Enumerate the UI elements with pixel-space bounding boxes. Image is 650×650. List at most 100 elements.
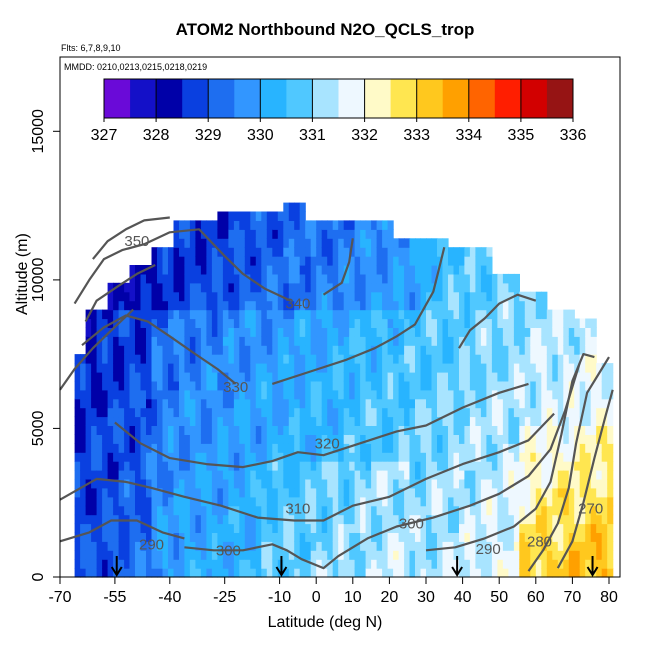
heatmap-cell [371, 291, 378, 302]
heatmap-cell [124, 443, 131, 453]
heatmap-cell [535, 318, 542, 328]
heatmap-cell [327, 354, 334, 364]
heatmap-cell [475, 478, 482, 489]
heatmap-cell [168, 273, 175, 284]
heatmap-cell [316, 416, 323, 426]
heatmap-cell [261, 211, 268, 221]
heatmap-cell [497, 496, 504, 507]
heatmap-cell [228, 380, 235, 391]
heatmap-cell [601, 496, 608, 507]
heatmap-cell [382, 229, 389, 239]
heatmap-cell [305, 238, 312, 248]
heatmap-cell [442, 354, 449, 364]
heatmap-cell [557, 380, 564, 391]
heatmap-cell [228, 363, 235, 373]
heatmap-cell [376, 238, 383, 248]
heatmap-cell [387, 336, 394, 346]
heatmap-cell [343, 505, 350, 516]
heatmap-cell [261, 550, 268, 560]
heatmap-cell [502, 416, 509, 426]
heatmap-cell [102, 336, 109, 346]
heatmap-cell [102, 363, 109, 373]
heatmap-cell [179, 380, 186, 391]
heatmap-cell [211, 523, 218, 533]
heatmap-cell [431, 238, 438, 248]
heatmap-cell [469, 273, 476, 284]
heatmap-cell [508, 273, 515, 284]
heatmap-cell [409, 398, 416, 409]
heatmap-cell [404, 300, 411, 311]
heatmap-cell [332, 425, 339, 435]
heatmap-cell [486, 363, 493, 373]
heatmap-cell [404, 496, 411, 507]
heatmap-cell [327, 380, 334, 391]
heatmap-cell [426, 434, 433, 444]
heatmap-cell [200, 389, 207, 400]
heatmap-cell [200, 265, 207, 275]
heatmap-cell [222, 541, 229, 551]
heatmap-cell [480, 256, 487, 266]
heatmap-cell [453, 372, 460, 382]
heatmap-cell [266, 550, 273, 560]
heatmap-cell [228, 425, 235, 435]
heatmap-cell [157, 496, 164, 507]
heatmap-cell [431, 523, 438, 533]
heatmap-cell [464, 452, 471, 462]
heatmap-cell [179, 282, 186, 293]
heatmap-cell [448, 487, 455, 498]
heatmap-cell [349, 220, 356, 230]
heatmap-cell [211, 380, 218, 391]
heatmap-cell [382, 407, 389, 418]
heatmap-cell [118, 434, 125, 444]
heatmap-cell [239, 372, 246, 382]
heatmap-cell [393, 514, 400, 525]
heatmap-cell [217, 354, 224, 364]
heatmap-cells [74, 202, 614, 578]
heatmap-cell [294, 256, 301, 266]
heatmap-cell [382, 532, 389, 542]
heatmap-cell [233, 282, 240, 293]
heatmap-cell [255, 363, 262, 373]
heatmap-cell [448, 327, 455, 337]
heatmap-cell [222, 407, 229, 418]
heatmap-cell [475, 416, 482, 426]
heatmap-cell [91, 559, 98, 569]
x-tick-label: 60 [527, 589, 545, 606]
heatmap-cell [338, 345, 345, 355]
heatmap-cell [519, 300, 526, 311]
heatmap-cell [157, 336, 164, 346]
heatmap-cell [266, 478, 273, 489]
heatmap-cell [266, 238, 273, 248]
heatmap-cell [519, 318, 526, 328]
heatmap-cell [74, 443, 81, 453]
heatmap-cell [415, 434, 422, 444]
heatmap-cell [382, 354, 389, 364]
heatmap-cell [113, 496, 120, 507]
heatmap-cell [305, 389, 312, 400]
heatmap-cell [420, 568, 427, 578]
heatmap-cell [310, 291, 317, 302]
heatmap-cell [459, 461, 466, 471]
heatmap-cell [371, 523, 378, 533]
heatmap-cell [568, 514, 575, 525]
heatmap-cell [475, 256, 482, 266]
heatmap-cell [365, 461, 372, 471]
heatmap-cell [442, 265, 449, 275]
heatmap-cell [146, 273, 153, 284]
colorbar-swatch [312, 79, 339, 118]
heatmap-cell [74, 380, 81, 391]
heatmap-cell [195, 550, 202, 560]
heatmap-cell [206, 291, 213, 302]
heatmap-cell [217, 478, 224, 489]
heatmap-cell [459, 478, 466, 489]
heatmap-cell [222, 354, 229, 364]
heatmap-cell [255, 318, 262, 328]
heatmap-cell [459, 300, 466, 311]
heatmap-cell [222, 514, 229, 525]
heatmap-cell [233, 318, 240, 328]
heatmap-cell [376, 541, 383, 551]
heatmap-cell [453, 309, 460, 320]
heatmap-cell [118, 452, 125, 462]
heatmap-cell [217, 470, 224, 480]
heatmap-cell [294, 550, 301, 560]
